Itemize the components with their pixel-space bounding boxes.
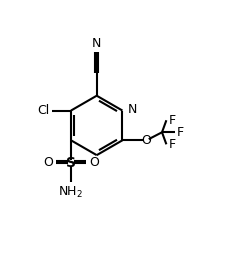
Text: O: O <box>141 134 151 147</box>
Text: F: F <box>168 138 175 151</box>
Text: NH$_2$: NH$_2$ <box>58 185 83 200</box>
Text: F: F <box>176 126 183 139</box>
Text: O: O <box>43 157 52 170</box>
Text: S: S <box>66 156 76 170</box>
Text: O: O <box>89 157 99 170</box>
Text: N: N <box>127 103 136 116</box>
Text: N: N <box>92 36 101 49</box>
Text: F: F <box>168 114 175 127</box>
Text: Cl: Cl <box>37 104 49 117</box>
